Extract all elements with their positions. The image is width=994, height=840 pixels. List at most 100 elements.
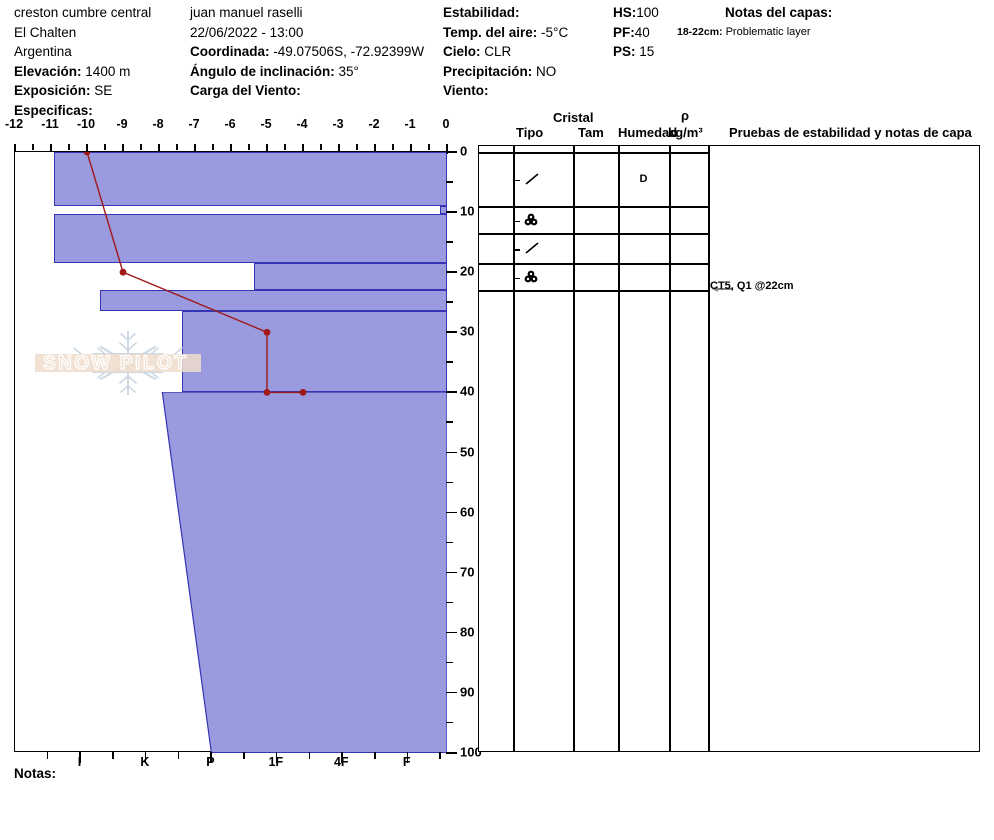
temperature-tick-label: -4 — [296, 117, 308, 131]
depth-tick-label: 80 — [460, 624, 475, 640]
hardness-minor-tick — [177, 752, 180, 759]
header-column-layer-notes: Notas del capas: 18-22cm: Problematic la… — [677, 3, 832, 42]
header-field-aspect: Exposición: SE — [14, 83, 113, 98]
header-field-datetime: 22/06/2022 - 13:00 — [190, 24, 304, 40]
temperature-minor-tick — [428, 144, 430, 150]
table-header-tipo: Tipo — [516, 125, 544, 140]
depth-tick-label: 30 — [460, 323, 475, 339]
temperature-tick-label: -8 — [152, 117, 164, 131]
header-field-observer: juan manuel raselli — [190, 5, 303, 20]
depth-tick — [446, 571, 457, 574]
depth-tick — [446, 271, 457, 273]
hardness-bar — [100, 290, 447, 312]
depth-tick-label: 70 — [460, 564, 475, 580]
table-row-divider-stub — [479, 263, 513, 265]
depth-tick — [446, 151, 457, 153]
hardness-minor-tick — [46, 752, 49, 759]
temperature-tick — [122, 144, 124, 154]
temperature-minor-tick — [140, 144, 142, 150]
depth-tick — [446, 211, 457, 213]
depth-tick — [446, 451, 457, 453]
header-column-location: creston cumbre central El Chalten Argent… — [14, 3, 151, 120]
temperature-minor-tick — [356, 144, 358, 150]
hardness-tick — [341, 752, 343, 763]
hardness-minor-tick — [439, 752, 441, 759]
hardness-bar — [253, 263, 447, 291]
depth-tick-label: 90 — [460, 684, 475, 700]
header-column-conditions: Estabilidad: Temp. del aire: -5°C Cielo:… — [443, 3, 568, 101]
table-header-humedad: Humedad — [618, 125, 678, 140]
hardness-axis-labels: I K P 1F 4F F — [0, 755, 460, 773]
temperature-tick-label: -9 — [116, 117, 128, 131]
table-row-divider — [479, 233, 708, 235]
temperature-minor-tick — [212, 144, 214, 150]
temperature-tick — [410, 144, 412, 154]
grain-decomposing-fragmented-icon — [523, 171, 541, 190]
layer-table: D — [478, 145, 980, 752]
depth-tick-label: 60 — [460, 504, 475, 520]
temperature-tick-label: -1 — [404, 117, 416, 131]
depth-tick — [446, 631, 457, 634]
table-column-divider — [669, 146, 671, 751]
hardness-axis-ticks — [14, 752, 446, 763]
temperature-tick — [374, 144, 376, 154]
header-field-hs: HS:100 — [613, 5, 659, 20]
header-field-sky: Cielo: CLR — [443, 44, 512, 59]
hardness-bar-wedge — [15, 391, 448, 754]
grain-rounded-grains-icon — [523, 212, 539, 231]
table-row-divider — [479, 263, 708, 265]
table-header-tam: Tam — [578, 125, 604, 140]
header-field: El Chalten — [14, 24, 77, 40]
table-column-divider — [573, 146, 575, 751]
cell-humedad: D — [639, 173, 648, 186]
header-field-coordinates: Coordinada: -49.07506S, -72.92399W — [190, 44, 425, 59]
table-column-divider — [513, 146, 515, 751]
hardness-tick — [144, 752, 147, 763]
temperature-tick — [158, 144, 160, 154]
table-header-rho: ρ — [681, 108, 690, 123]
depth-tick-label: 0 — [460, 143, 468, 159]
notas-label: Notas: — [14, 766, 57, 781]
temperature-tick-label: 0 — [442, 117, 450, 131]
hardness-tick — [79, 752, 81, 763]
table-row-divider-stub — [479, 206, 513, 208]
table-column-divider — [708, 146, 710, 751]
table-row-divider — [479, 290, 708, 292]
depth-tick — [446, 511, 457, 514]
hardness-bar — [54, 152, 447, 207]
header-field-ps: PS: 15 — [613, 44, 655, 59]
temperature-tick — [14, 144, 16, 154]
header-column-observer: juan manuel raselli 22/06/2022 - 13:00 C… — [190, 3, 424, 101]
header-column-snowpack: HS:100 PF:40 PS: 15 — [613, 3, 659, 62]
temperature-axis-ticks — [14, 144, 448, 154]
temperature-point — [119, 268, 127, 276]
temperature-tick-label: -11 — [41, 117, 59, 131]
header-field-air-temp: Temp. del aire: -5°C — [443, 24, 569, 40]
layer-notes-title: Notas del capas: — [725, 5, 833, 20]
header-field: Argentina — [14, 44, 72, 59]
stability-test-arrow — [712, 281, 734, 299]
layer-note-item: 18-22cm: Problematic layer — [677, 25, 811, 38]
temperature-tick — [446, 144, 448, 154]
header-field-slope-angle: Ángulo de inclinación: 35° — [190, 63, 359, 79]
temperature-tick — [338, 144, 340, 154]
temperature-tick-label: -6 — [224, 117, 236, 131]
temperature-minor-tick — [248, 144, 250, 150]
temperature-tick — [86, 144, 88, 154]
temperature-minor-tick — [284, 144, 286, 150]
depth-axis: 0 10 20 30 40 50 60 70 80 90 100 — [446, 144, 486, 760]
hardness-minor-tick — [112, 752, 114, 759]
depth-tick-label: 20 — [460, 263, 475, 279]
temperature-minor-tick — [176, 144, 178, 150]
depth-tick — [446, 391, 457, 393]
temperature-tick — [230, 144, 232, 154]
depth-tick — [446, 241, 453, 243]
temperature-minor-tick — [68, 144, 70, 150]
grain-tick-marker — [514, 249, 520, 251]
depth-tick-label: 10 — [460, 203, 475, 219]
temperature-tick — [302, 144, 304, 154]
table-header-pruebas: Pruebas de estabilidad y notas de capa — [729, 125, 972, 140]
profile-plot-area: SNOW PILOT — [14, 151, 448, 754]
grain-tick-marker — [514, 180, 520, 182]
